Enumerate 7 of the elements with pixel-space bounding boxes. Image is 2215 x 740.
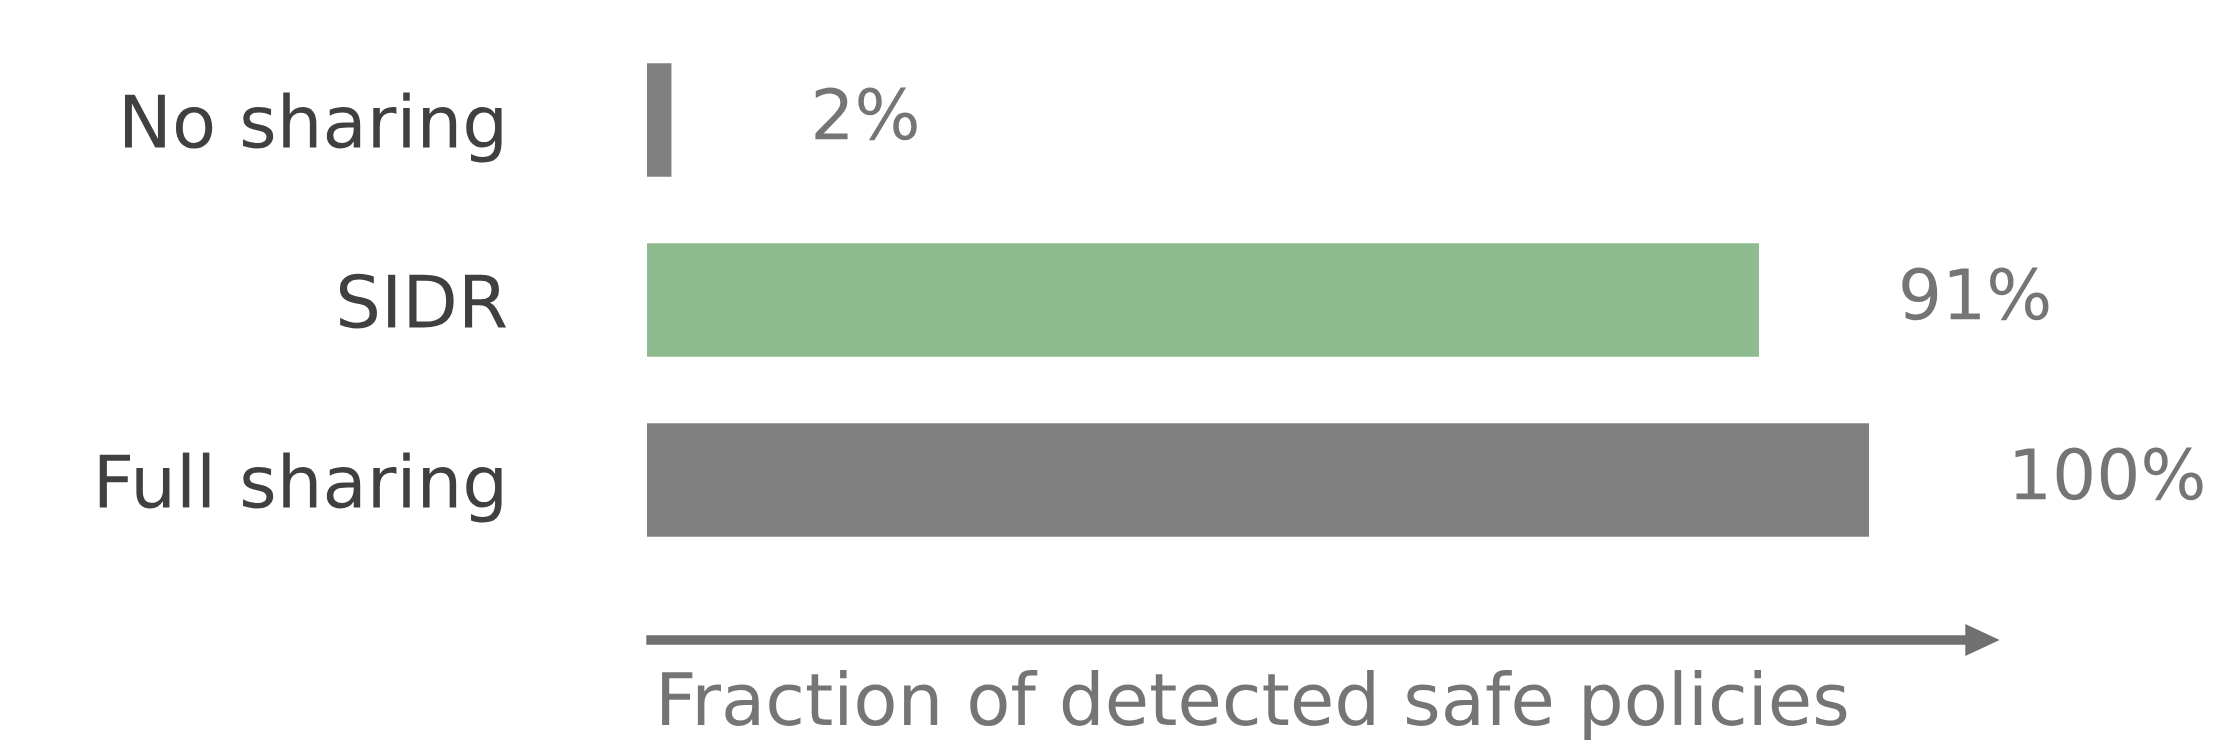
y-tick-label: Full sharing xyxy=(99,452,502,523)
data-label: 100% xyxy=(2015,447,2203,501)
data-label: 91% xyxy=(1902,267,2049,321)
data-label: 2% xyxy=(815,87,917,141)
y-tick-label: SIDR xyxy=(339,273,507,329)
y-tick-label: No sharing xyxy=(124,92,502,163)
x-axis-title: Fraction of detected safe policies xyxy=(662,670,1847,740)
